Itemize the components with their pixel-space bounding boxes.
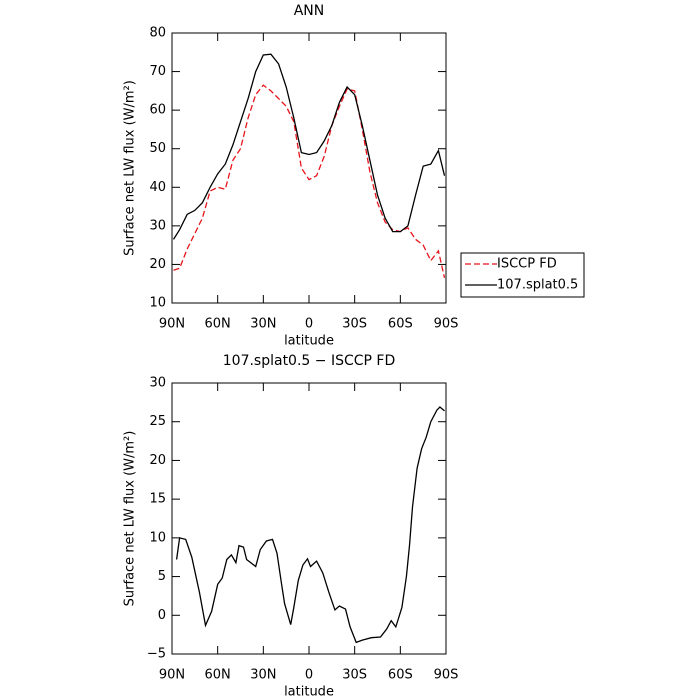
x-tick-label: 0 — [305, 668, 313, 683]
y-tick-label: 20 — [149, 257, 166, 272]
x-tick-label: 90N — [159, 668, 185, 683]
x-tick-label: 60N — [205, 668, 231, 683]
y-tick-label: 10 — [149, 530, 166, 545]
x-tick-label: 30S — [342, 317, 367, 332]
x-tick-label: 30N — [250, 668, 276, 683]
x-axis-label: latitude — [284, 685, 334, 700]
x-tick-label: 30S — [342, 668, 367, 683]
y-tick-label: 10 — [149, 296, 166, 311]
y-axis-label: Surface net LW flux (W/m²) — [123, 431, 138, 607]
legend-box — [460, 252, 585, 298]
y-tick-label: 30 — [149, 218, 166, 233]
x-tick-label: 60S — [388, 668, 413, 683]
y-tick-label: 25 — [149, 414, 166, 429]
y-tick-label: 70 — [149, 64, 166, 79]
y-tick-label: 15 — [149, 492, 166, 507]
legend-label: 107.splat0.5 — [497, 278, 578, 293]
y-tick-label: 80 — [149, 26, 166, 41]
x-axis-label: latitude — [284, 334, 334, 349]
x-tick-label: 60S — [388, 317, 413, 332]
y-tick-label: 5 — [158, 569, 166, 584]
y-tick-label: 60 — [149, 103, 166, 118]
x-tick-label: 0 — [305, 317, 313, 332]
y-tick-label: 40 — [149, 180, 166, 195]
legend-label: ISCCP FD — [497, 257, 557, 272]
chart-title: 107.splat0.5 − ISCCP FD — [223, 353, 396, 369]
x-tick-label: 90N — [159, 317, 185, 332]
y-tick-label: 50 — [149, 141, 166, 156]
line-series — [172, 53, 446, 240]
y-tick-label: −5 — [147, 647, 166, 662]
line-series — [173, 84, 446, 279]
x-tick-label: 60N — [205, 317, 231, 332]
x-tick-label: 90S — [434, 317, 459, 332]
x-tick-label: 30N — [250, 317, 276, 332]
chart-title: ANN — [294, 3, 325, 19]
y-tick-label: 30 — [149, 376, 166, 391]
y-tick-label: 0 — [158, 608, 166, 623]
x-tick-label: 90S — [434, 668, 459, 683]
y-tick-label: 20 — [149, 453, 166, 468]
line-series — [175, 406, 445, 644]
plot-frame — [171, 32, 447, 304]
plot-frame — [171, 382, 447, 655]
y-axis-label: Surface net LW flux (W/m²) — [123, 80, 138, 256]
